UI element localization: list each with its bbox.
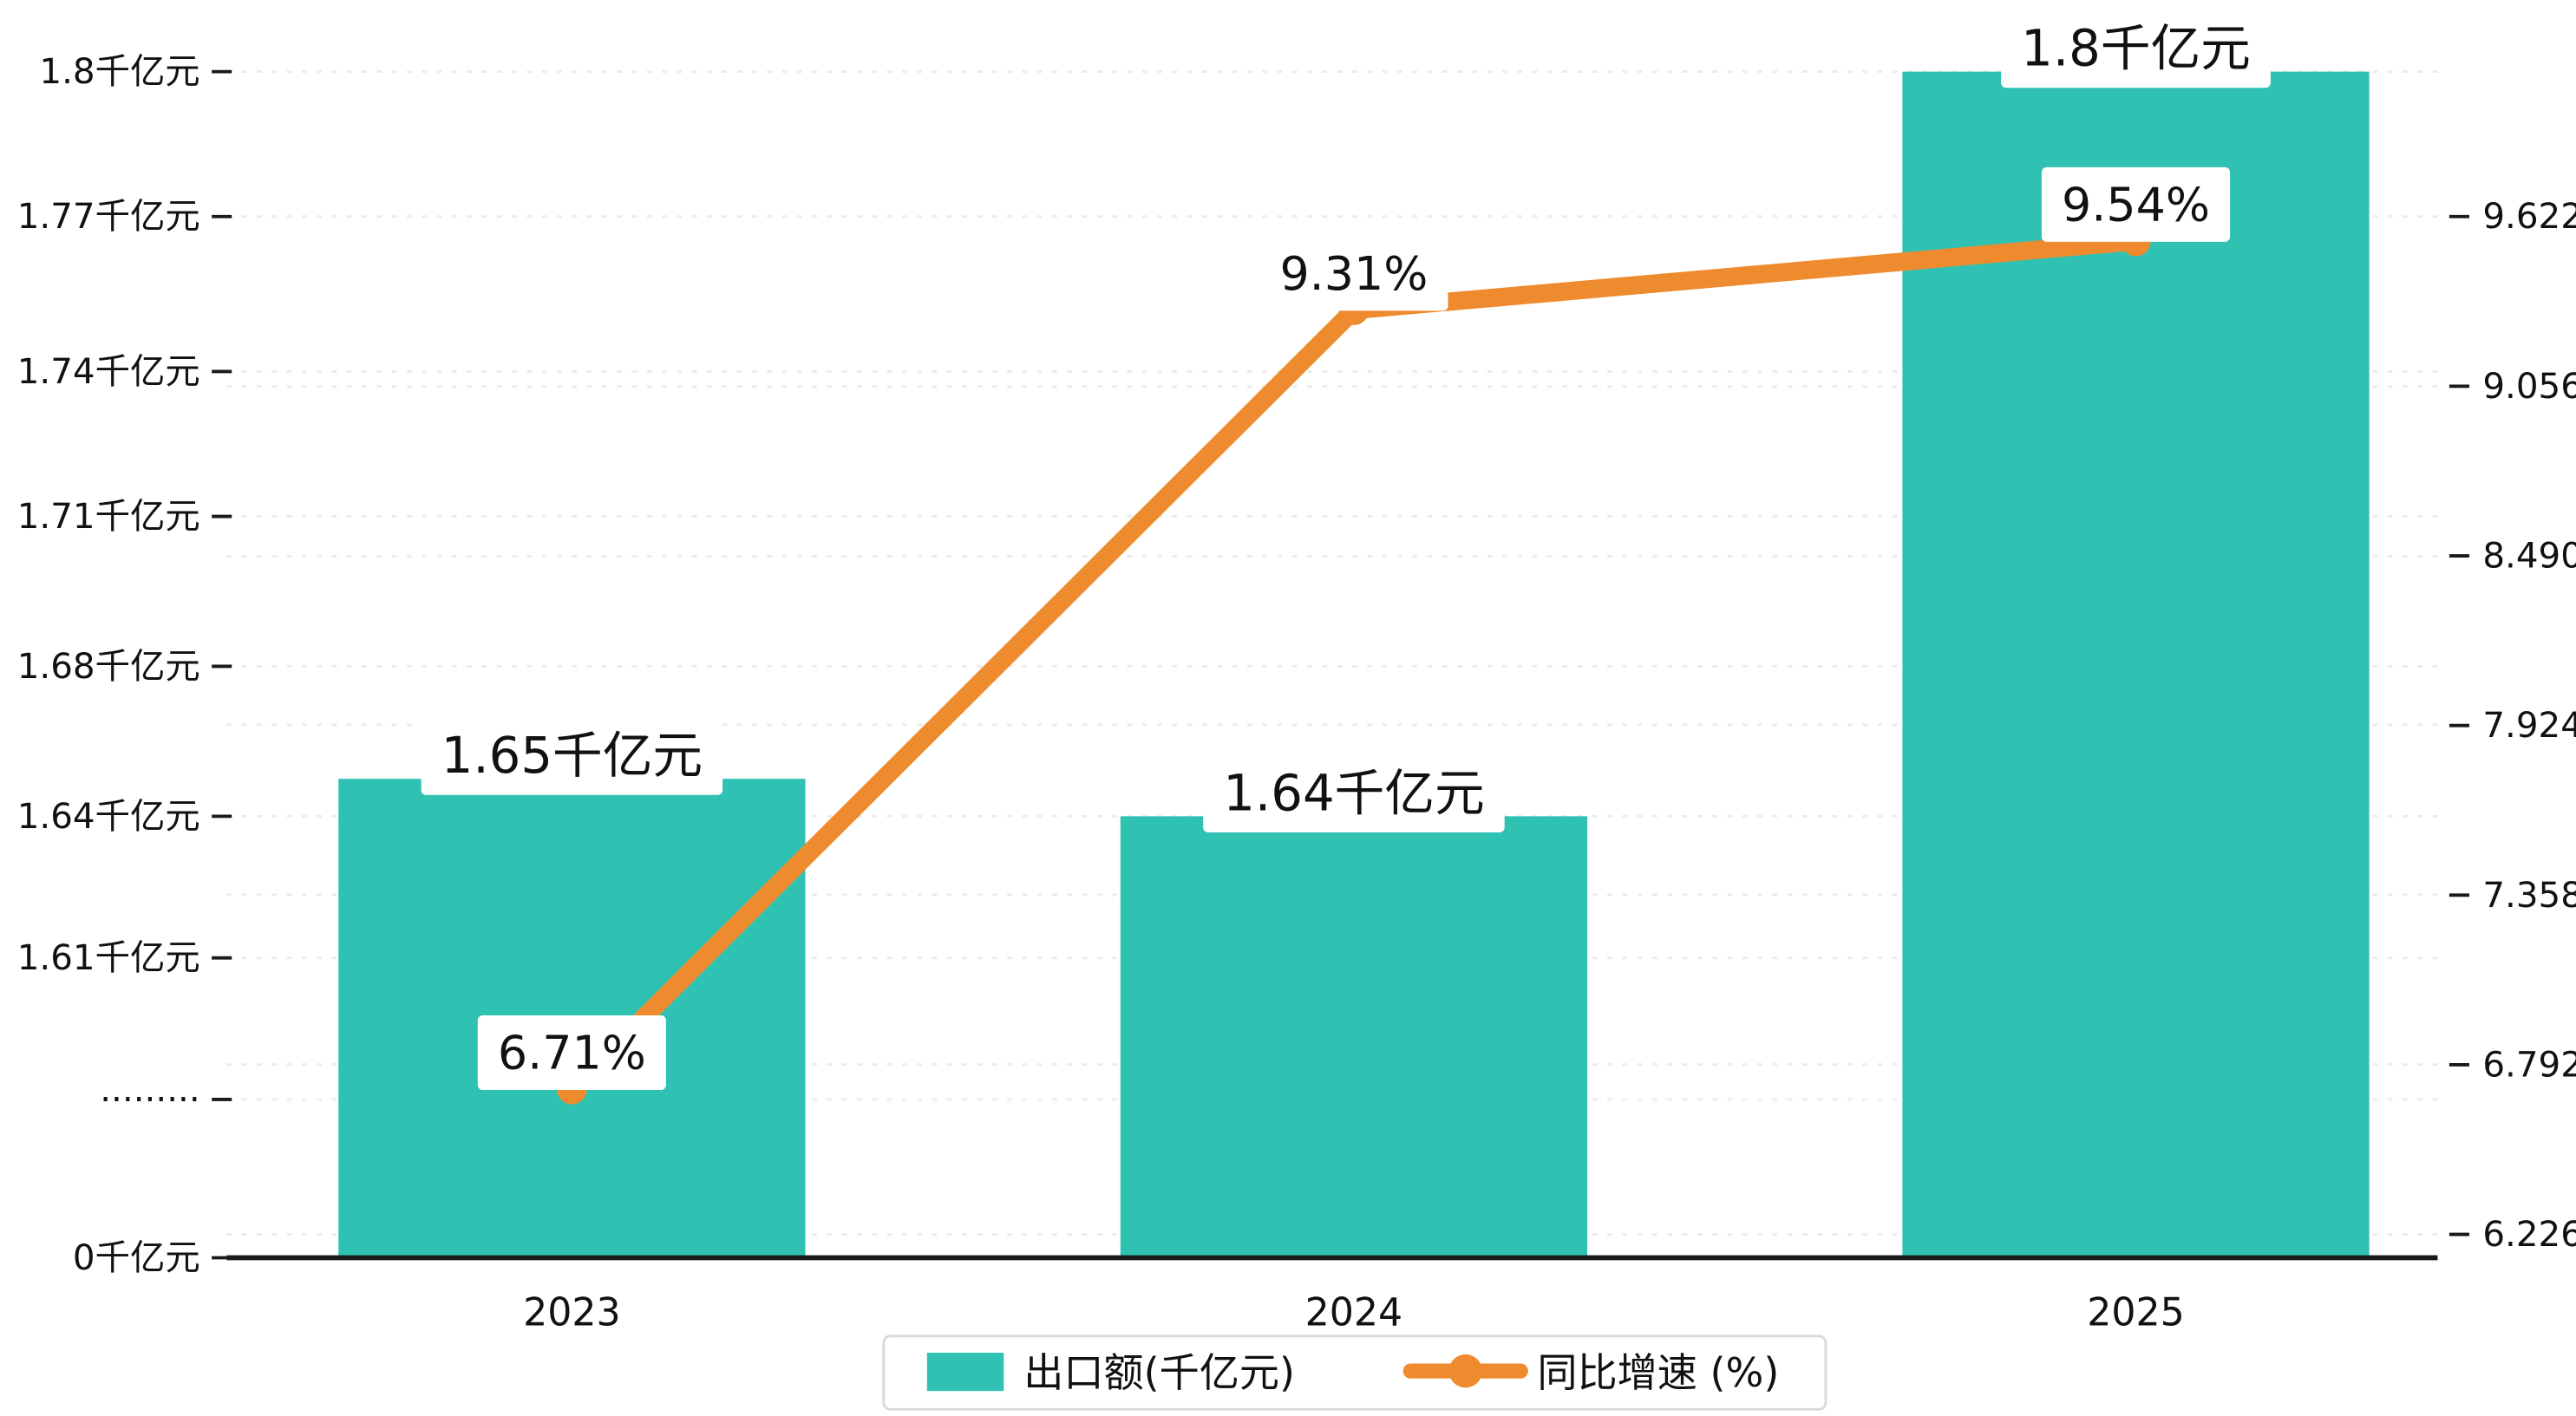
- growth-value-label-bg: [2041, 166, 2231, 242]
- left-axis-tick-label: ·········: [100, 1079, 199, 1119]
- left-axis-tick-label: 1.74千亿元: [17, 351, 200, 392]
- right-axis-tick-label: 6.792: [2482, 1044, 2576, 1085]
- left-axis-tick-label: 1.8千亿元: [39, 51, 199, 92]
- bar-value-label-bg: [2001, 9, 2271, 88]
- growth-value-label: 9.31%: [1279, 246, 1428, 301]
- left-axis-tick-label: 0千亿元: [73, 1237, 200, 1278]
- bar-value-label-bg: [1203, 753, 1505, 832]
- bar-value-label-bg: [421, 715, 723, 795]
- growth-value-label-bg: [477, 1015, 666, 1091]
- left-axis-tick-label: 1.77千亿元: [17, 196, 200, 237]
- legend-box: [882, 1334, 1827, 1411]
- x-axis-category-label: 2024: [1305, 1291, 1403, 1335]
- growth-value-label: 9.54%: [2062, 177, 2210, 232]
- right-axis-tick-label: 7.924: [2482, 705, 2576, 746]
- growth-value-label: 6.71%: [498, 1026, 646, 1080]
- left-axis-tick-label: 1.64千亿元: [17, 796, 200, 837]
- right-axis-tick-label: 9.622: [2482, 196, 2576, 237]
- right-axis-tick-label: 9.056: [2482, 366, 2576, 407]
- legend-label-bar: 出口额(千亿元): [1023, 1349, 1295, 1396]
- right-axis-tick-label: 6.226: [2482, 1214, 2576, 1255]
- bar-value-label: 1.64千亿元: [1223, 763, 1484, 822]
- bar-value-label: 1.8千亿元: [2021, 19, 2251, 78]
- bar-2025: [1902, 71, 2370, 1258]
- legend-label-line: 同比增速 (%): [1537, 1349, 1779, 1396]
- left-axis-tick-label: 1.71千亿元: [17, 496, 200, 537]
- growth-value-label-bg: [1259, 236, 1448, 311]
- right-axis-tick-label: 7.358: [2482, 875, 2576, 916]
- x-axis-category-label: 2025: [2087, 1291, 2185, 1335]
- x-axis-category-label: 2023: [523, 1291, 621, 1335]
- left-axis-tick-label: 1.61千亿元: [17, 937, 200, 978]
- bar-value-label: 1.65千亿元: [441, 726, 703, 785]
- legend-swatch-bar: [926, 1352, 1004, 1392]
- bar-2024: [1120, 816, 1588, 1258]
- left-axis-tick-label: 1.68千亿元: [17, 646, 200, 687]
- legend-swatch-line-dot: [1448, 1354, 1482, 1388]
- right-axis-tick-label: 8.490: [2482, 536, 2576, 577]
